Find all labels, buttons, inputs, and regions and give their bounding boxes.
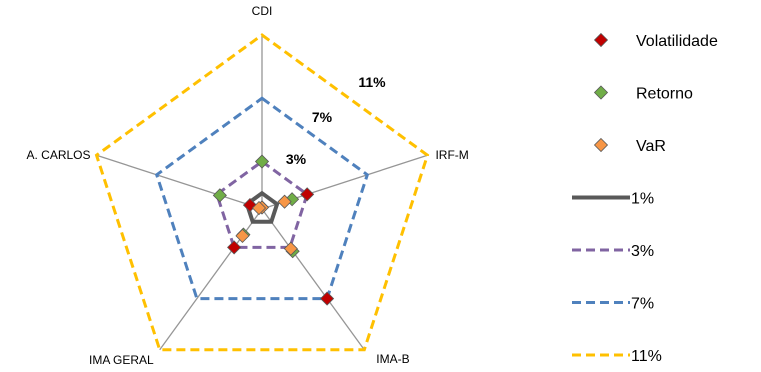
legend-marker-var <box>593 137 609 153</box>
ring-labels: 3% 7% 11% <box>286 74 386 167</box>
legend-marker-retorno <box>593 85 609 100</box>
data-markers <box>212 154 335 306</box>
axis-label-cdi: CDI <box>252 4 273 18</box>
ring-label-7: 7% <box>312 109 333 125</box>
axis-labels: CDI IRF-M IMA-B IMA GERAL A. CARLOS <box>26 4 468 367</box>
legend: Volatilidade Retorno VaR 1% 3% 7% 11% <box>572 32 718 365</box>
marker-var-ima-b <box>283 241 298 256</box>
ring-7 <box>154 96 370 301</box>
spoke-a-carlos <box>96 154 263 210</box>
ring-label-11: 11% <box>358 74 386 90</box>
marker-volatilidade-ima-geral <box>227 240 242 255</box>
axis-label-ima-b: IMA-B <box>376 352 409 366</box>
ring-label-3: 3% <box>286 151 307 167</box>
ring-3 <box>215 159 309 249</box>
legend-label-1: 1% <box>631 191 654 208</box>
legend-label-7: 7% <box>631 296 654 313</box>
marker-volatilidade-ima-b <box>320 291 335 306</box>
spoke-ima-b <box>261 208 365 351</box>
axis-label-a-carlos: A. CARLOS <box>26 148 90 162</box>
axis-label-irf-m: IRF-M <box>435 148 468 162</box>
legend-marker-volatilidade <box>593 32 609 48</box>
marker-retorno-cdi <box>254 154 270 169</box>
legend-label-volatilidade: Volatilidade <box>636 33 718 50</box>
legend-label-var: VaR <box>636 138 666 155</box>
marker-var-a-carlos <box>251 200 267 216</box>
legend-label-retorno: Retorno <box>636 86 693 103</box>
marker-var-irf-m <box>277 194 292 209</box>
legend-label-3: 3% <box>631 243 654 260</box>
marker-volatilidade-irf-m <box>300 187 315 202</box>
legend-label-11: 11% <box>631 348 662 365</box>
ring-11 <box>94 33 430 352</box>
axis-label-ima-geral: IMA GERAL <box>89 353 154 367</box>
marker-retorno-a-carlos <box>212 188 227 203</box>
marker-var-ima-geral <box>235 228 250 243</box>
